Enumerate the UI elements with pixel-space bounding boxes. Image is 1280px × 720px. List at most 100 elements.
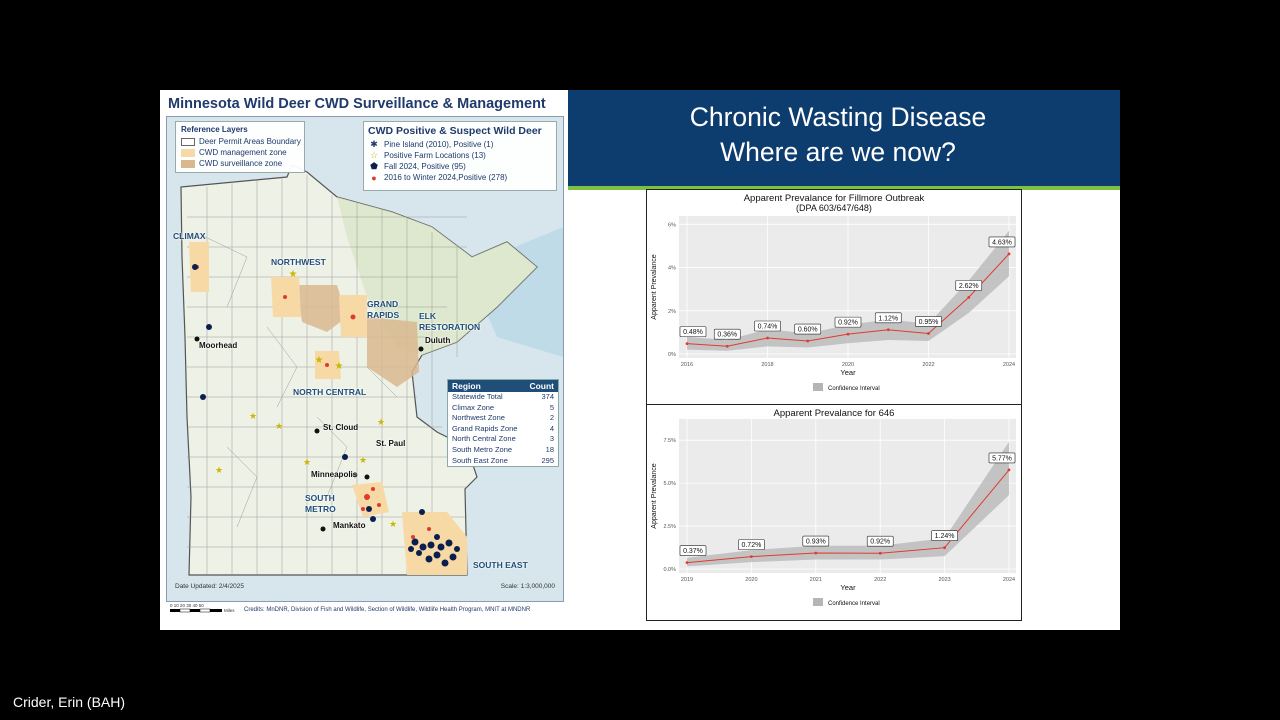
- svg-text:★: ★: [377, 417, 385, 427]
- map-credits: Credits: MnDNR, Division of Fish and Wil…: [244, 607, 531, 613]
- data-point: [886, 328, 890, 332]
- zone-label-climax: CLIMAX: [173, 231, 206, 241]
- map-scale: Scale: 1:3,000,000: [500, 583, 555, 590]
- data-label: 0.36%: [717, 332, 737, 339]
- data-point: [878, 551, 882, 555]
- star-icon: ☆: [369, 150, 379, 160]
- chart-svg: Apparent Prevalance for 646 0.0% 2.5% 5.0% 7…: [651, 408, 1016, 607]
- x-tick-label: 2018: [761, 362, 773, 368]
- data-label-box: [738, 539, 765, 550]
- region-cell: Grand Rapids Zone: [452, 423, 518, 433]
- region-cell: North Central Zone: [452, 434, 516, 444]
- zone-label-south: SOUTH: [305, 493, 335, 503]
- legend-label: CWD surveillance zone: [199, 159, 283, 168]
- region-header: Region: [452, 381, 481, 391]
- data-label-box: [955, 280, 983, 291]
- y-tick-label: 2%: [668, 309, 676, 315]
- legend-label: 2016 to Winter 2024,Positive (278): [384, 173, 508, 182]
- legend-item-permit-boundary: Deer Permit Areas Boundary: [181, 136, 304, 147]
- y-tick-label: 2.5%: [663, 524, 676, 530]
- data-label-box: [802, 535, 830, 547]
- zone-label-grand: GRAND: [367, 299, 399, 309]
- x-tick-label: 2021: [810, 577, 822, 583]
- data-label-box: [874, 312, 902, 324]
- data-point: [725, 344, 729, 348]
- count-header: Count: [529, 381, 554, 391]
- data-label-box: [834, 316, 862, 328]
- data-label: 0.74%: [758, 324, 778, 331]
- x-axis-label: Year: [840, 368, 856, 377]
- legend-item-2016-2024: ● 2016 to Winter 2024,Positive (278): [369, 172, 556, 183]
- x-tick-label: 2020: [745, 577, 757, 583]
- legend-label: Confidence Interval: [828, 386, 880, 392]
- fillmore-prevalence-chart: Apparent Prevalance for Fillmore Outbrea…: [646, 189, 1022, 406]
- legend-item-management-zone: CWD management zone: [181, 147, 304, 158]
- scalebar-unit: Miles: [224, 608, 235, 613]
- count-cell: 374: [541, 392, 554, 401]
- speaker-name-label: Crider, Erin (BAH): [13, 694, 126, 710]
- data-point: [943, 546, 946, 550]
- data-label: 1.12%: [878, 315, 898, 322]
- city-minneapolis: Minneapolis: [311, 470, 358, 479]
- data-label-box: [915, 316, 942, 327]
- data-label: 0.93%: [806, 539, 826, 546]
- zone-label-elk: ELK: [419, 311, 436, 321]
- data-point: [685, 342, 689, 346]
- region-count-table: Region Count Statewide Total 374 Climax Z…: [447, 379, 559, 468]
- x-tick-label: 2024: [1003, 577, 1015, 583]
- slide-header-band: [568, 90, 1120, 186]
- data-point: [685, 561, 689, 565]
- y-tick-label: 4%: [668, 266, 676, 272]
- data-label: 0.92%: [870, 539, 890, 546]
- chart-title: Apparent Prevalance for Fillmore Outbrea…: [744, 193, 925, 204]
- svg-text:★: ★: [335, 361, 344, 372]
- data-label-box: [931, 530, 958, 542]
- count-cell: 295: [541, 455, 554, 465]
- data-label: 5.77%: [992, 455, 1012, 462]
- legend-item-farm-locations: ☆ Positive Farm Locations (13): [369, 150, 556, 161]
- svg-text:★: ★: [275, 421, 283, 431]
- svg-text:★: ★: [315, 355, 324, 366]
- slide-title: Chronic Wasting Disease Where are we now…: [568, 100, 1108, 170]
- header-accent-rule: [568, 186, 1120, 190]
- y-tick-label: 6%: [668, 222, 676, 228]
- zone-label-south-east: SOUTH EAST: [473, 560, 528, 570]
- legend-label: Fall 2024, Positive (95): [384, 162, 466, 171]
- data-point: [766, 336, 769, 340]
- svg-text:★: ★: [389, 519, 397, 529]
- chart-subtitle: (DPA 603/647/648): [796, 203, 872, 213]
- dpa-646-prevalence-chart: Apparent Prevalance for 646 0.0% 2.5% 5.0% 7…: [646, 404, 1022, 621]
- region-cell: Northwest Zone: [452, 413, 505, 423]
- reference-layers-legend: Reference Layers Deer Permit Areas Bound…: [175, 121, 305, 173]
- svg-text:★: ★: [289, 269, 298, 280]
- table-row: Climax Zone 5: [448, 403, 558, 414]
- data-point: [846, 332, 850, 336]
- x-tick-label: 2022: [922, 362, 934, 368]
- data-label: 0.95%: [919, 319, 939, 326]
- zone-label-restoration: RESTORATION: [419, 322, 481, 332]
- data-label-box: [866, 535, 894, 547]
- y-axis-label: Apparent Prevalance: [651, 463, 658, 528]
- city-st-cloud: St. Cloud: [323, 423, 359, 432]
- data-label: 0.37%: [683, 548, 703, 555]
- scale-bar: 0 10 20 30 40 50 Miles: [170, 603, 235, 613]
- svg-text:★: ★: [303, 457, 311, 467]
- table-row: Northwest Zone 2: [448, 413, 558, 424]
- legend-swatch: [813, 598, 823, 606]
- data-point: [927, 332, 930, 335]
- data-label: 0.72%: [741, 542, 761, 549]
- y-tick-label: 7.5%: [663, 438, 676, 444]
- data-label-box: [988, 236, 1016, 248]
- title-line-1: Chronic Wasting Disease: [689, 102, 987, 132]
- data-label: 0.92%: [838, 320, 858, 327]
- dot-icon: ●: [371, 172, 377, 183]
- data-label-box: [679, 545, 707, 556]
- data-point: [1007, 252, 1011, 256]
- data-label: 2.62%: [959, 283, 979, 290]
- table-row: South East Zone 295: [448, 456, 558, 467]
- permit-boundary-swatch: [181, 137, 195, 146]
- region-cell: South Metro Zone: [452, 444, 513, 454]
- cwd-legend-title: CWD Positive & Suspect Wild Deer: [368, 125, 542, 137]
- map-title: Minnesota Wild Deer CWD Surveillance & M…: [168, 96, 546, 112]
- city-duluth: Duluth: [425, 336, 451, 345]
